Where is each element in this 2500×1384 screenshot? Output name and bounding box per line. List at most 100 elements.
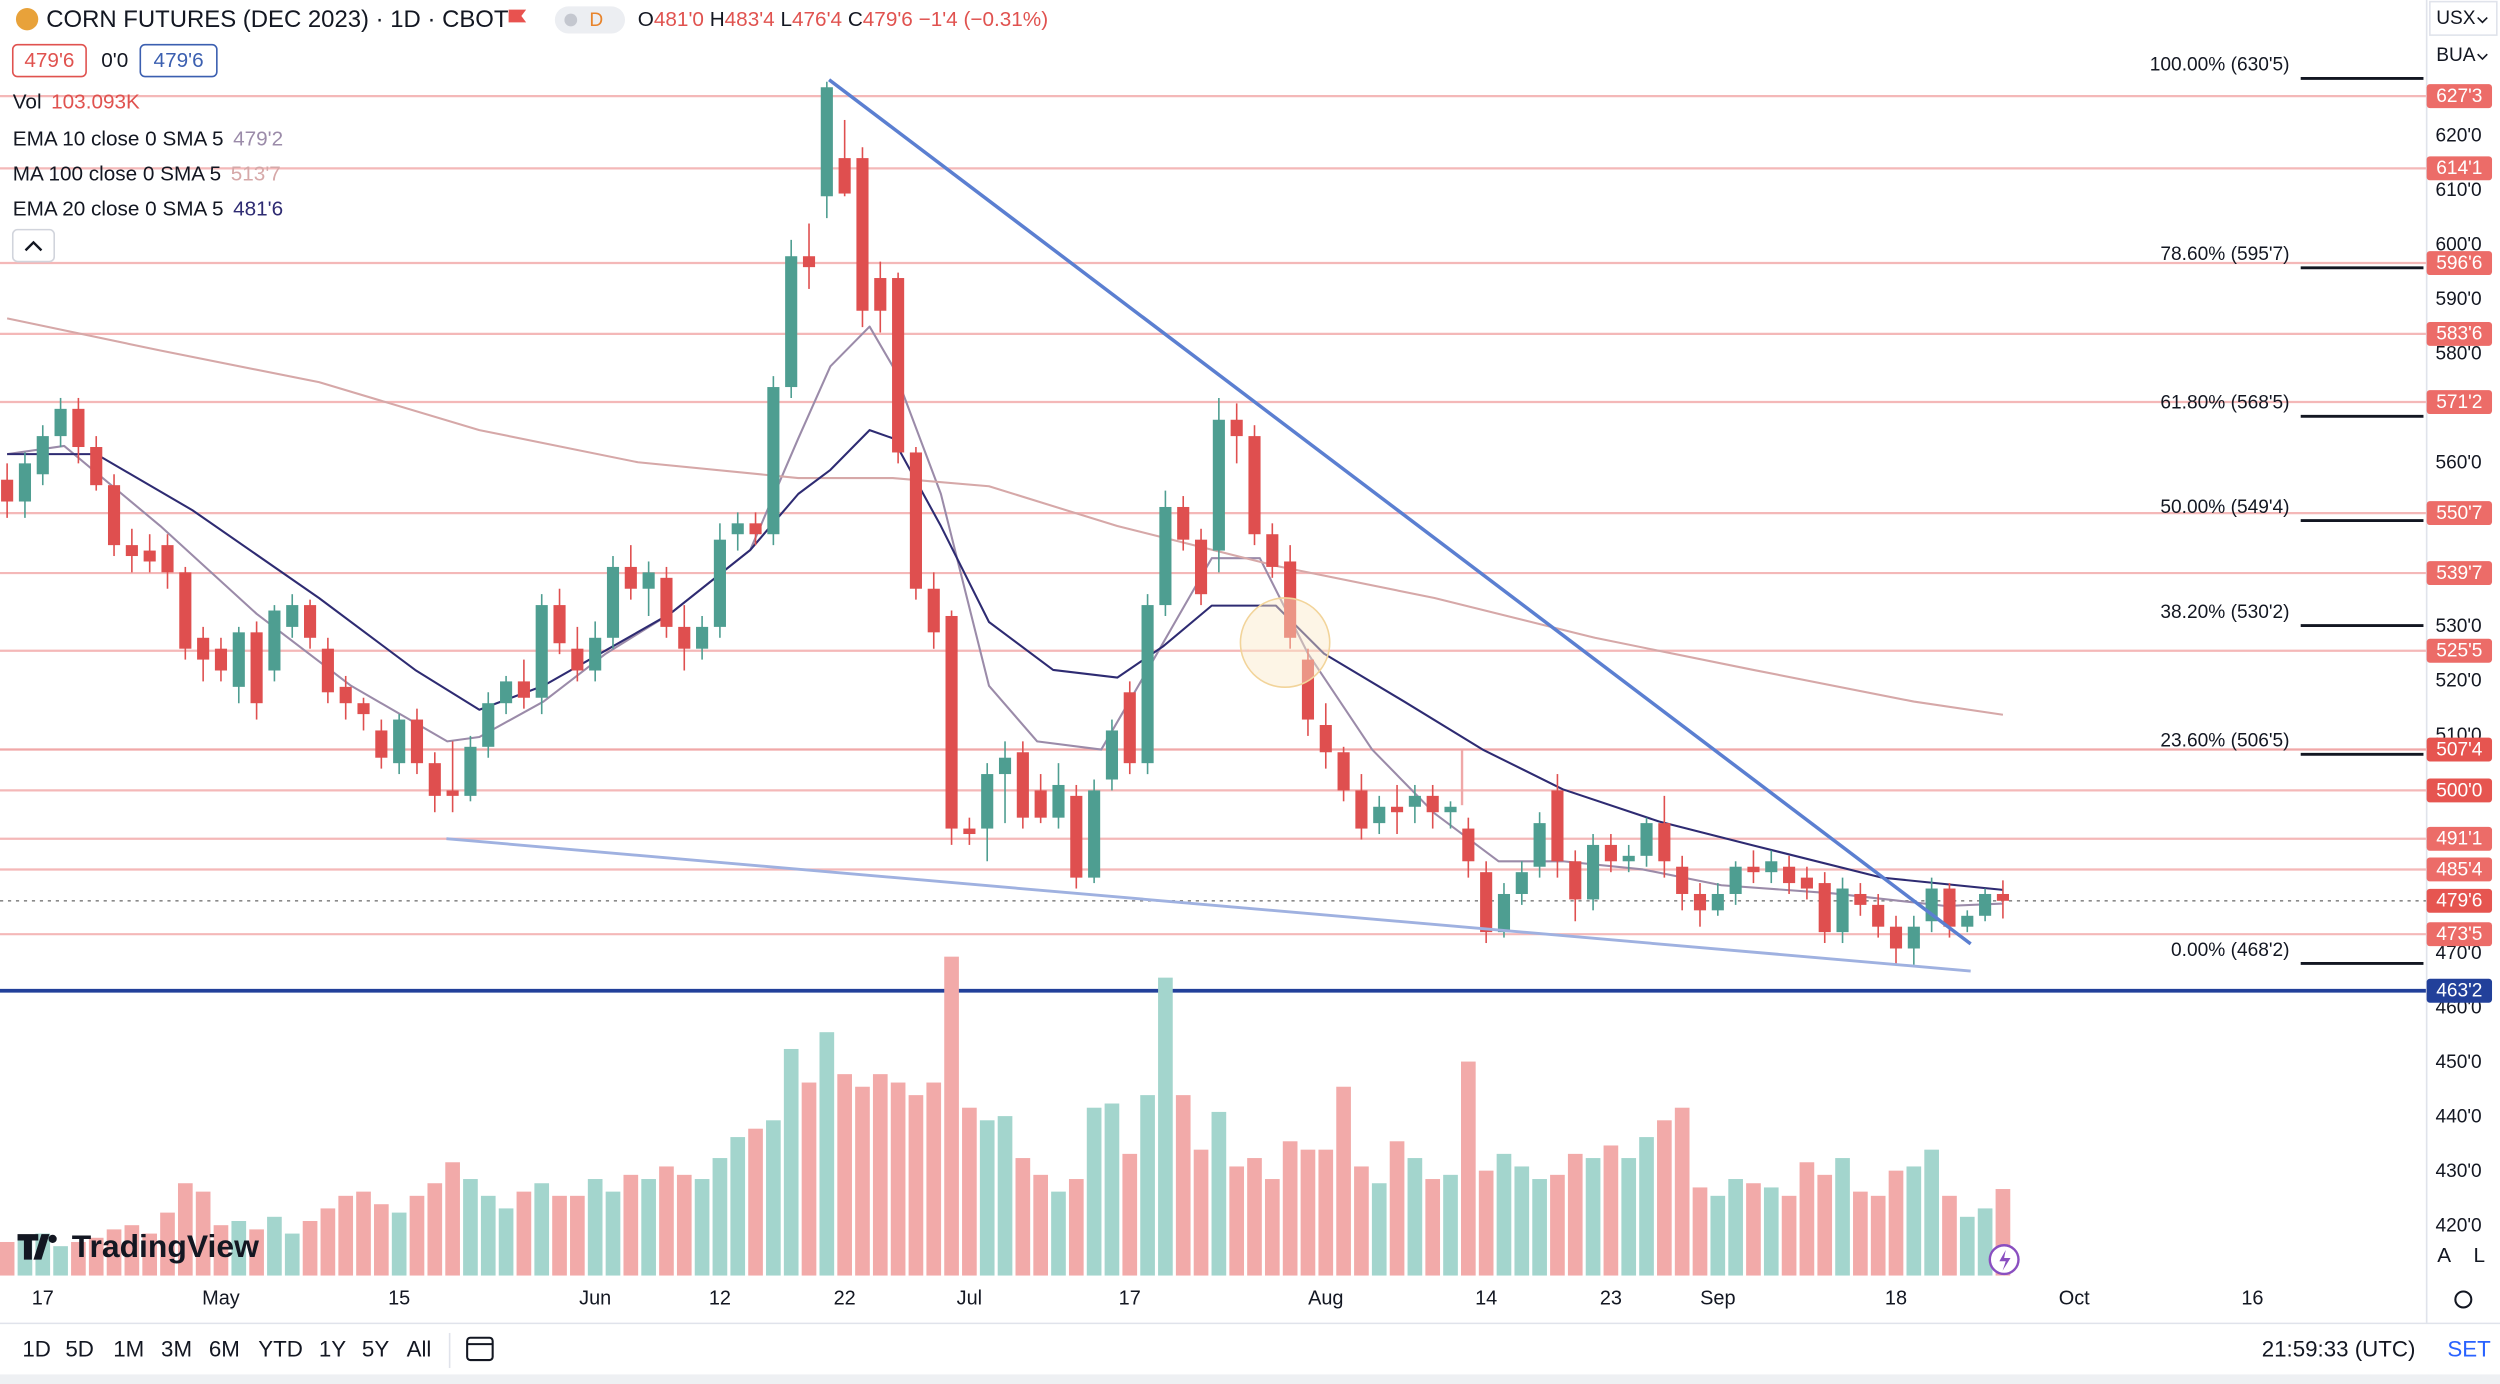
period-button[interactable]: 1Y	[319, 1336, 346, 1361]
x-tick-label: 22	[834, 1288, 856, 1310]
volume-bar	[409, 1195, 425, 1276]
volume-bar	[53, 1246, 68, 1276]
candle-body	[1783, 866, 1796, 884]
log-scale[interactable]: L	[2474, 1244, 2486, 1267]
toolbar: 1D 5D 1M 3M 6M YTD 1Y 5Y All	[22, 1336, 431, 1361]
period-button[interactable]: 6M	[209, 1336, 240, 1361]
candle-body	[1836, 888, 1849, 933]
candle-body	[1105, 730, 1119, 780]
volume-bar	[1763, 1187, 1779, 1276]
x-tick-label: 17	[32, 1288, 54, 1310]
period-button[interactable]: 5Y	[362, 1336, 389, 1361]
y-tick-label: 520'0	[2435, 670, 2481, 691]
price-tag-label: 614'1	[2436, 158, 2482, 179]
volume-pane	[0, 956, 2011, 1276]
candle-body	[1533, 823, 1546, 867]
x-tick-label: 15	[388, 1288, 410, 1310]
ask: 479'6	[154, 49, 204, 72]
candle-body	[642, 572, 655, 589]
volume-bar	[1585, 1158, 1601, 1276]
ask-box[interactable]	[139, 43, 218, 78]
y-tick-label: 420'0	[2435, 1216, 2481, 1237]
price-axis: 620'0 610'0 600'0 590'0 580'0 560'0 530'0 520'0…	[2435, 125, 2481, 1236]
candle-body	[36, 436, 49, 475]
candle-body	[1212, 419, 1225, 551]
candle-body	[1426, 795, 1439, 813]
auto-scale[interactable]: A	[2437, 1244, 2451, 1267]
chevron	[2477, 17, 2488, 24]
candle-body	[464, 746, 477, 796]
period-button[interactable]: 1D	[22, 1336, 51, 1361]
candle-body	[1462, 828, 1475, 862]
candle-body	[606, 566, 620, 638]
x-tick-label: Jul	[957, 1288, 982, 1310]
x-tick-label: 16	[2241, 1288, 2263, 1310]
volume-bar	[712, 1158, 728, 1276]
volume-bar	[1888, 1170, 1904, 1276]
volume-bar	[1425, 1179, 1441, 1276]
period-button[interactable]: 3M	[161, 1336, 192, 1361]
volume-bar	[1942, 1195, 1957, 1276]
x-tick-label: Sep	[1700, 1288, 1735, 1310]
candle-body	[874, 278, 887, 311]
candle-body	[1747, 866, 1760, 873]
badge-dot	[564, 13, 578, 27]
candle-body	[731, 523, 744, 535]
volume-bar	[1211, 1111, 1227, 1276]
candle-body	[1301, 659, 1315, 720]
price-tag	[2426, 321, 2493, 346]
candle-body	[856, 158, 869, 311]
candle-body	[624, 566, 637, 589]
y-tick-label: 580'0	[2435, 343, 2481, 364]
candle-body	[1, 479, 14, 502]
trendline-upper	[828, 78, 1972, 946]
candle-body	[125, 545, 138, 557]
flag-icon[interactable]	[508, 9, 527, 23]
price-tag-label: 539'7	[2436, 563, 2482, 584]
volume-bar	[231, 1221, 247, 1276]
x-tick-label: 23	[1600, 1288, 1622, 1310]
unit: BUA	[2436, 45, 2476, 66]
candle-body	[286, 605, 299, 627]
candle-body	[1177, 506, 1190, 540]
candle-body	[1391, 806, 1404, 813]
logo-dot	[48, 1234, 57, 1244]
candle-body	[1070, 795, 1083, 878]
candle-body	[1230, 419, 1243, 437]
candle-body	[1800, 877, 1813, 889]
candle-body	[1194, 539, 1208, 595]
calendar-icon[interactable]	[466, 1336, 494, 1362]
candle-body	[1052, 784, 1065, 818]
volume-bar	[1229, 1166, 1245, 1276]
volume-bar	[1603, 1145, 1619, 1276]
ohlc-value: 476'4	[792, 8, 842, 31]
collapse-button[interactable]	[11, 228, 56, 263]
candle-body	[1551, 790, 1564, 862]
period-button[interactable]: 1M	[113, 1336, 144, 1361]
volume-bar	[1051, 1191, 1066, 1276]
x-tick-label: 14	[1475, 1288, 1497, 1310]
candle-body	[517, 681, 530, 698]
period-button[interactable]: 5D	[65, 1336, 94, 1361]
candle-body	[357, 703, 370, 715]
candle-body	[250, 632, 263, 704]
bid-box[interactable]	[11, 43, 87, 78]
volume-bar	[766, 1120, 781, 1276]
price-tag-label: 473'5	[2436, 924, 2482, 945]
volume-bar	[1264, 1179, 1280, 1276]
y-tick-label: 620'0	[2435, 125, 2481, 146]
legend-value: 481'6	[233, 198, 283, 221]
volume-bar	[1496, 1153, 1512, 1276]
candle-body	[1640, 823, 1653, 856]
volume-bar	[195, 1191, 211, 1276]
candle-body	[802, 256, 816, 268]
volume-legend: Vol 103.093K	[13, 91, 140, 114]
period-button[interactable]: All	[407, 1336, 432, 1361]
settings-link[interactable]: SET	[2447, 1336, 2491, 1361]
period-button[interactable]: YTD	[258, 1336, 303, 1361]
ohlc-key: L	[780, 8, 792, 31]
candle-body	[1355, 790, 1368, 829]
volume-bar	[730, 1137, 746, 1276]
candle-body	[1907, 926, 1920, 949]
gear-icon[interactable]	[2454, 1290, 2473, 1309]
